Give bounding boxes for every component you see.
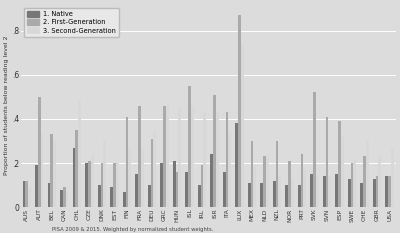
- Bar: [326, 117, 328, 207]
- Bar: [203, 112, 206, 207]
- Bar: [276, 141, 278, 207]
- Bar: [166, 106, 168, 207]
- Bar: [363, 156, 366, 207]
- Bar: [48, 183, 50, 207]
- Bar: [188, 86, 191, 207]
- Legend: 1. Native, 2. First-Generation, 3. Second-Generation: 1. Native, 2. First-Generation, 3. Secon…: [24, 7, 119, 37]
- Bar: [28, 187, 31, 207]
- Bar: [226, 112, 228, 207]
- Bar: [110, 187, 113, 207]
- Bar: [150, 139, 153, 207]
- Bar: [298, 185, 301, 207]
- Bar: [376, 176, 378, 207]
- Bar: [316, 176, 319, 207]
- Bar: [310, 174, 313, 207]
- Bar: [386, 176, 388, 207]
- Bar: [100, 163, 103, 207]
- Bar: [113, 163, 116, 207]
- Bar: [60, 190, 63, 207]
- Bar: [38, 97, 41, 207]
- Text: PISA 2009 & 2015. Weighted by normalized student weights.: PISA 2009 & 2015. Weighted by normalized…: [52, 227, 213, 232]
- Bar: [323, 176, 326, 207]
- Bar: [263, 156, 266, 207]
- Bar: [91, 154, 94, 207]
- Bar: [163, 106, 166, 207]
- Bar: [123, 192, 126, 207]
- Bar: [373, 178, 376, 207]
- Bar: [73, 148, 76, 207]
- Bar: [360, 183, 363, 207]
- Bar: [66, 192, 68, 207]
- Bar: [213, 95, 216, 207]
- Bar: [288, 161, 291, 207]
- Bar: [210, 154, 213, 207]
- Bar: [88, 161, 91, 207]
- Bar: [366, 141, 369, 207]
- Bar: [141, 148, 144, 207]
- Bar: [185, 172, 188, 207]
- Bar: [301, 154, 303, 207]
- Bar: [135, 174, 138, 207]
- Bar: [53, 141, 56, 207]
- Bar: [273, 181, 276, 207]
- Bar: [348, 178, 351, 207]
- Bar: [78, 101, 81, 207]
- Bar: [173, 161, 176, 207]
- Bar: [26, 181, 28, 207]
- Bar: [341, 137, 344, 207]
- Bar: [191, 106, 194, 207]
- Bar: [338, 121, 341, 207]
- Bar: [160, 163, 163, 207]
- Bar: [98, 185, 100, 207]
- Bar: [235, 123, 238, 207]
- Bar: [253, 165, 256, 207]
- Bar: [313, 93, 316, 207]
- Bar: [391, 148, 394, 207]
- Bar: [63, 187, 66, 207]
- Bar: [76, 130, 78, 207]
- Bar: [198, 185, 200, 207]
- Bar: [354, 159, 356, 207]
- Bar: [116, 163, 118, 207]
- Bar: [285, 185, 288, 207]
- Bar: [266, 154, 269, 207]
- Bar: [251, 141, 253, 207]
- Bar: [153, 130, 156, 207]
- Bar: [126, 117, 128, 207]
- Bar: [35, 165, 38, 207]
- Bar: [260, 183, 263, 207]
- Bar: [216, 112, 218, 207]
- Bar: [138, 106, 141, 207]
- Bar: [328, 176, 331, 207]
- Bar: [41, 134, 44, 207]
- Bar: [303, 170, 306, 207]
- Bar: [200, 165, 203, 207]
- Bar: [23, 181, 26, 207]
- Bar: [223, 172, 226, 207]
- Bar: [103, 141, 106, 207]
- Bar: [388, 176, 391, 207]
- Bar: [291, 178, 294, 207]
- Bar: [85, 163, 88, 207]
- Bar: [351, 163, 354, 207]
- Bar: [241, 44, 244, 207]
- Bar: [228, 134, 231, 207]
- Bar: [50, 134, 53, 207]
- Bar: [176, 172, 178, 207]
- Bar: [336, 174, 338, 207]
- Bar: [238, 15, 241, 207]
- Bar: [148, 185, 150, 207]
- Bar: [378, 156, 381, 207]
- Y-axis label: Proportion of students below reading level 2: Proportion of students below reading lev…: [4, 36, 9, 175]
- Bar: [248, 183, 251, 207]
- Bar: [278, 176, 281, 207]
- Bar: [178, 108, 181, 207]
- Bar: [128, 148, 131, 207]
